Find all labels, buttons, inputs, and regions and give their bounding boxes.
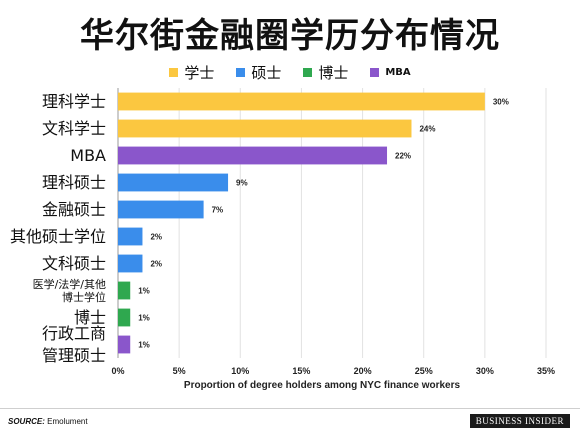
x-tick-label: 10%: [231, 366, 249, 376]
bar: [118, 200, 204, 219]
bar-value-label: 9%: [236, 179, 248, 188]
footer-divider: [0, 408, 580, 409]
bar: [118, 308, 131, 327]
legend-item-doctor: 博士: [303, 62, 348, 83]
bar-value-label: 1%: [138, 314, 150, 323]
bar-value-label: 1%: [138, 287, 150, 296]
bar-value-label: 2%: [150, 233, 162, 242]
legend-label-bachelor: 学士: [184, 64, 215, 82]
category-label: MBA: [70, 146, 106, 165]
bar-value-label: 1%: [138, 341, 150, 350]
category-label: 其他硕士学位: [10, 227, 106, 246]
x-tick-label: 20%: [354, 366, 372, 376]
legend-label-doctor: 博士: [318, 64, 349, 82]
source-value: Emolument: [47, 417, 88, 426]
chart-title: 华尔街金融圈学历分布情况: [80, 16, 500, 56]
legend-swatch-master: [236, 68, 246, 77]
bar-value-label: 30%: [493, 98, 509, 107]
category-label: 博士: [74, 308, 106, 327]
bar-value-label: 7%: [212, 206, 224, 215]
category-label: 理科硕士: [42, 173, 106, 192]
brand-logo: BUSINESS INSIDER: [469, 414, 570, 428]
bar: [118, 92, 485, 111]
x-tick-label: 30%: [476, 366, 494, 376]
bar-chart: 0% 5% 10% 15% 20% 25% 30% 35% Proportion of degr…: [10, 88, 555, 391]
bar: [118, 335, 131, 354]
legend-item-master: 硕士: [236, 62, 281, 83]
legend-swatch-mba: [370, 68, 380, 77]
bar: [118, 281, 131, 300]
legend-label-master: 硕士: [251, 64, 282, 82]
category-label: 行政工商管理硕士: [42, 324, 106, 365]
x-axis-label: Proportion of degree holders among NYC f…: [184, 380, 461, 391]
bar-value-label: 2%: [150, 260, 162, 269]
bar: [118, 227, 143, 246]
legend-swatch-doctor: [303, 68, 313, 77]
legend-item-mba: MBA: [370, 67, 411, 78]
x-tick-label: 25%: [415, 366, 433, 376]
x-tick-label: 35%: [537, 366, 555, 376]
category-label: 文科学士: [42, 119, 106, 138]
category-label: 理科学士: [42, 92, 106, 111]
category-label: 医学/法学/其他博士学位: [33, 277, 106, 304]
x-tick-label: 5%: [173, 366, 186, 376]
x-tick-label: 0%: [111, 366, 124, 376]
source-label: SOURCE:: [8, 417, 45, 426]
category-label: 文科硕士: [42, 254, 106, 273]
legend: 学士 硕士 博士 MBA: [0, 62, 580, 83]
legend-item-bachelor: 学士: [169, 62, 214, 83]
bar: [118, 119, 412, 138]
bar: [118, 173, 229, 192]
source-note: SOURCE: Emolument: [8, 417, 88, 426]
legend-label-mba: MBA: [385, 67, 411, 78]
bar: [118, 254, 143, 273]
bar-value-label: 24%: [419, 125, 435, 134]
legend-swatch-bachelor: [169, 68, 179, 77]
x-tick-label: 15%: [292, 366, 310, 376]
bar: [118, 146, 388, 165]
category-label: 金融硕士: [42, 200, 106, 219]
bar-value-label: 22%: [395, 152, 411, 161]
